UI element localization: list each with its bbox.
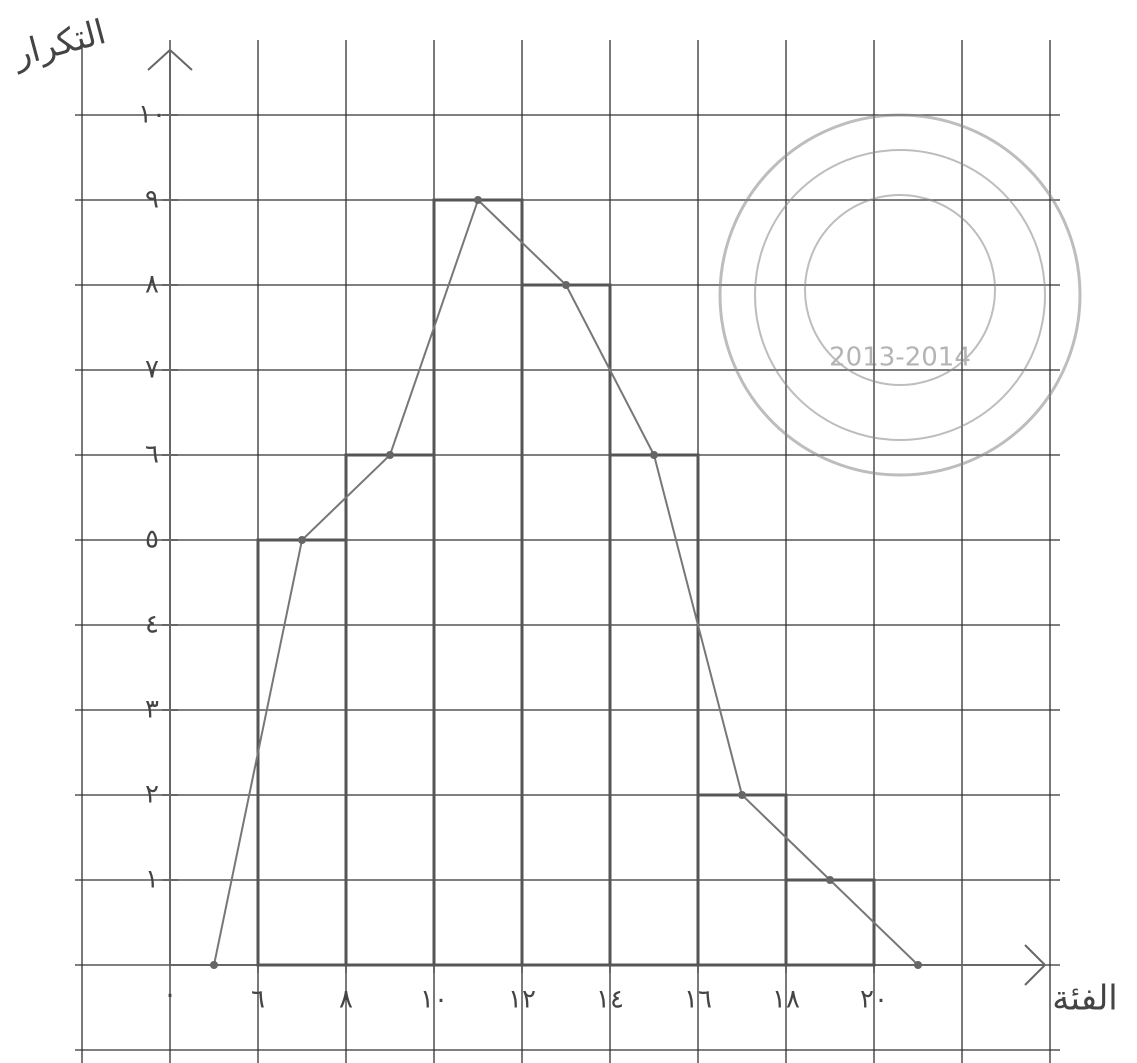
x-tick-label: ٢٠ bbox=[860, 985, 888, 1015]
y-axis-arrow bbox=[147, 48, 193, 71]
y-tick-label: ١٠ bbox=[138, 100, 166, 130]
polygon-point bbox=[914, 961, 922, 969]
bar bbox=[256, 538, 348, 967]
y-tick-label: ٤ bbox=[145, 610, 159, 640]
x-tick-label: ١٠ bbox=[420, 985, 448, 1015]
y-tick-label: ٦ bbox=[145, 440, 159, 470]
x-axis-label: الفئة bbox=[1052, 979, 1118, 1019]
y-tick-label: ٣ bbox=[145, 695, 159, 725]
polygon-point bbox=[210, 961, 218, 969]
y-axis-label: التكرار bbox=[7, 12, 110, 75]
origin-label: ٠ bbox=[163, 980, 177, 1010]
frequency-polygon bbox=[213, 198, 919, 966]
x-axis-arrow bbox=[1024, 944, 1047, 986]
bar bbox=[784, 878, 876, 967]
polygon-point bbox=[474, 196, 482, 204]
y-tick-label: ٥ bbox=[145, 525, 159, 555]
y-tick-label: ٧ bbox=[145, 355, 159, 385]
x-tick-label: ١٦ bbox=[684, 985, 712, 1015]
polygon-point bbox=[386, 451, 394, 459]
x-tick-label: ١٨ bbox=[772, 985, 800, 1015]
x-tick-label: ٦ bbox=[251, 985, 265, 1015]
grid-paper bbox=[75, 40, 1060, 1063]
stamp-text: 2013-2014 bbox=[829, 343, 971, 373]
stamp-ring bbox=[754, 149, 1046, 441]
stamp: 2013-2014 bbox=[718, 113, 1082, 477]
stamp-ring bbox=[718, 113, 1082, 477]
stamp-ring bbox=[804, 194, 996, 386]
x-tick-label: ١٤ bbox=[596, 985, 624, 1015]
bar bbox=[432, 198, 524, 967]
polygon-point bbox=[738, 791, 746, 799]
polygon-point bbox=[826, 876, 834, 884]
y-tick-label: ١ bbox=[145, 865, 159, 895]
x-tick-label: ١٢ bbox=[508, 985, 536, 1015]
polygon-point bbox=[562, 281, 570, 289]
polygon-point bbox=[298, 536, 306, 544]
y-tick-label: ٩ bbox=[145, 185, 159, 215]
y-tick-label: ٢ bbox=[145, 780, 159, 810]
x-tick-label: ٨ bbox=[339, 985, 353, 1015]
y-tick-label: ٨ bbox=[145, 270, 159, 300]
polygon-point bbox=[650, 451, 658, 459]
